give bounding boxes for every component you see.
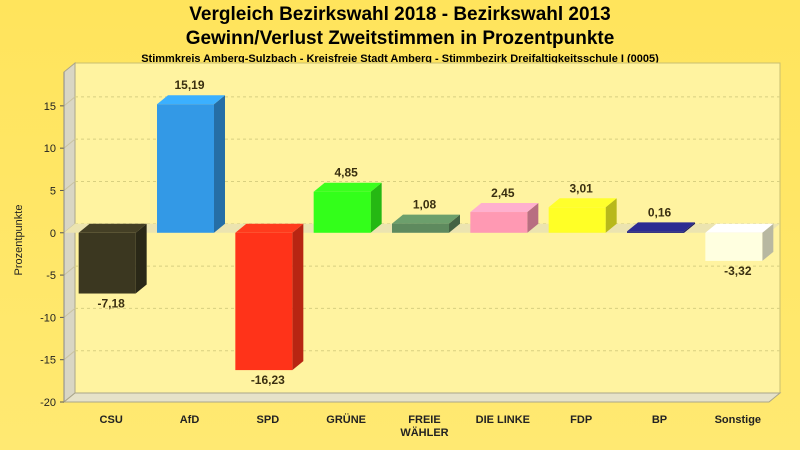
x-tick-label: WÄHLER (400, 426, 448, 439)
bar[interactable] (157, 104, 214, 233)
plot-floor (62, 392, 782, 403)
data-label: 0,16 (648, 205, 672, 219)
y-tick-label: -5 (46, 270, 56, 282)
bar[interactable] (705, 232, 763, 261)
bar[interactable] (470, 212, 528, 233)
bar[interactable] (392, 223, 449, 233)
chart-caption: Stimmkreis Amberg-Sulzbach - Kreisfreie … (141, 53, 659, 65)
y-tick-label: -10 (40, 312, 56, 324)
chart-subtitle: Gewinn/Verlust Zweitstimmen in Prozentpu… (185, 28, 615, 49)
data-label: -7,18 (97, 297, 125, 311)
y-axis-label: Prozentpunkte (13, 205, 25, 276)
bar-top (313, 182, 382, 192)
bar-top (78, 223, 147, 233)
x-tick-label: GRÜNE (326, 413, 366, 426)
chart-title: Vergleich Bezirkswahl 2018 - Bezirkswahl… (189, 4, 611, 25)
bar[interactable] (627, 231, 684, 233)
bar-side (605, 198, 617, 233)
y-tick-label: 15 (44, 101, 56, 113)
data-label: 2,45 (491, 186, 515, 200)
bar-top (235, 223, 304, 233)
y-tick-label: 0 (50, 228, 56, 240)
x-tick-label: FREIE (408, 414, 440, 426)
x-tick-label: CSU (100, 414, 123, 426)
y-tick-label: -15 (40, 355, 56, 367)
bar[interactable] (235, 232, 293, 371)
bar-side (370, 182, 382, 233)
bar-top (548, 198, 617, 208)
bar-top (470, 203, 539, 213)
bar[interactable] (548, 207, 606, 233)
bar-side (449, 214, 460, 233)
bar-side (762, 223, 774, 261)
data-label: 4,85 (334, 166, 358, 180)
data-label: -16,23 (251, 373, 285, 387)
bar-top (705, 223, 774, 233)
y-tick-label: 10 (44, 143, 56, 155)
bar-side (292, 223, 304, 371)
x-tick-label: SPD (257, 414, 280, 426)
bar-top (392, 214, 460, 224)
gridline-side (63, 307, 76, 318)
bar-top (627, 222, 695, 232)
gridline-side (63, 96, 76, 107)
bar-side (684, 222, 695, 233)
data-label: 1,08 (413, 198, 437, 212)
y-tick-label: 5 (50, 185, 56, 197)
bar-side (214, 95, 225, 233)
data-label: 3,01 (569, 181, 593, 195)
gridline-side (63, 265, 76, 276)
data-label: -3,32 (724, 264, 752, 278)
data-label: 15,19 (174, 78, 204, 92)
gridline-side (63, 138, 76, 149)
bar-top (157, 95, 225, 105)
gridline-side (63, 181, 76, 191)
bar[interactable] (313, 191, 371, 233)
x-tick-label: AfD (180, 414, 200, 426)
bar-side (527, 203, 539, 233)
x-tick-label: BP (652, 414, 667, 426)
bar-side (135, 223, 147, 294)
x-tick-label: FDP (570, 414, 592, 426)
y-tick-label: -20 (40, 397, 56, 409)
gridline-side (63, 350, 76, 361)
bar[interactable] (78, 232, 136, 294)
x-tick-label: DIE LINKE (476, 414, 530, 426)
x-tick-label: Sonstige (715, 414, 761, 426)
